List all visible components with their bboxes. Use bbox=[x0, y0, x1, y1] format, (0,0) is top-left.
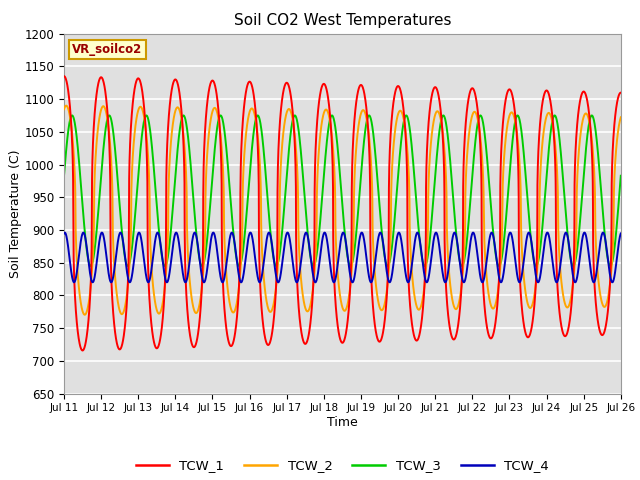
Line: TCW_1: TCW_1 bbox=[64, 76, 621, 350]
TCW_3 bbox=[274, 262, 282, 267]
TCW_3 bbox=[547, 132, 554, 138]
TCW_2 bbox=[157, 308, 164, 314]
TCW_3 bbox=[298, 157, 305, 163]
TCW_1 bbox=[606, 280, 614, 286]
TCW_4 bbox=[237, 279, 245, 285]
TCW_1 bbox=[546, 96, 554, 102]
Line: TCW_4: TCW_4 bbox=[64, 233, 621, 282]
TCW_1 bbox=[298, 332, 306, 338]
TCW_1 bbox=[274, 174, 282, 180]
TCW_1 bbox=[124, 284, 132, 290]
Line: TCW_3: TCW_3 bbox=[64, 115, 621, 266]
TCW_4 bbox=[617, 230, 625, 236]
TCW_2 bbox=[81, 312, 88, 318]
TCW_2 bbox=[298, 286, 306, 292]
Legend: TCW_1, TCW_2, TCW_3, TCW_4: TCW_1, TCW_2, TCW_3, TCW_4 bbox=[131, 454, 554, 478]
Text: VR_soilco2: VR_soilco2 bbox=[72, 43, 143, 56]
TCW_4 bbox=[298, 250, 306, 255]
TCW_3 bbox=[403, 112, 410, 118]
TCW_1 bbox=[617, 90, 625, 96]
TCW_2 bbox=[617, 114, 625, 120]
TCW_3 bbox=[421, 263, 429, 269]
TCW_4 bbox=[157, 241, 164, 247]
TCW_1 bbox=[79, 348, 86, 353]
TCW_4 bbox=[606, 274, 614, 279]
TCW_2 bbox=[547, 112, 554, 118]
TCW_3 bbox=[157, 243, 164, 249]
TCW_4 bbox=[274, 279, 282, 285]
TCW_2 bbox=[274, 262, 282, 268]
TCW_3 bbox=[60, 173, 68, 179]
Title: Soil CO2 West Temperatures: Soil CO2 West Temperatures bbox=[234, 13, 451, 28]
X-axis label: Time: Time bbox=[327, 416, 358, 429]
TCW_1 bbox=[60, 73, 68, 79]
TCW_2 bbox=[124, 283, 132, 288]
TCW_3 bbox=[617, 173, 625, 179]
TCW_3 bbox=[124, 263, 131, 269]
TCW_2 bbox=[60, 107, 68, 112]
Line: TCW_2: TCW_2 bbox=[64, 106, 621, 315]
TCW_2 bbox=[606, 279, 614, 285]
TCW_4 bbox=[124, 273, 131, 278]
TCW_4 bbox=[228, 230, 236, 236]
TCW_4 bbox=[60, 230, 68, 236]
TCW_3 bbox=[606, 263, 614, 269]
TCW_4 bbox=[547, 240, 554, 246]
Y-axis label: Soil Temperature (C): Soil Temperature (C) bbox=[9, 149, 22, 278]
TCW_1 bbox=[157, 333, 164, 339]
TCW_2 bbox=[62, 103, 70, 108]
